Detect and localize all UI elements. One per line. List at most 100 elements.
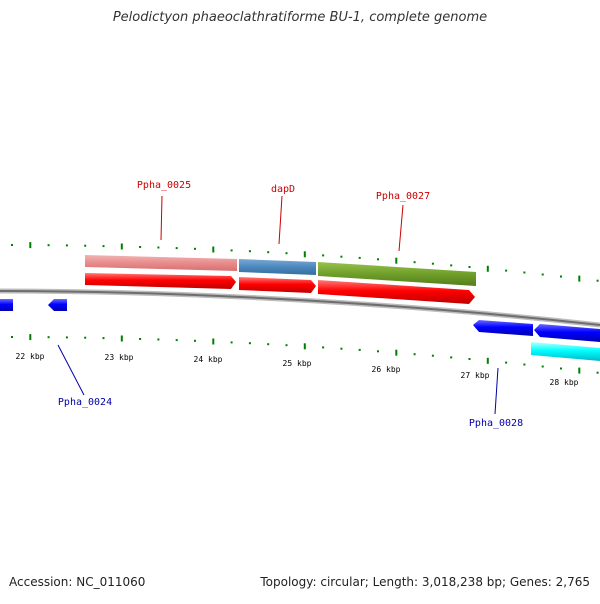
major-tick — [578, 367, 581, 374]
major-tick — [303, 251, 306, 258]
minor-tick — [175, 339, 178, 342]
gene-label-dapd[interactable]: dapD — [271, 184, 295, 195]
minor-tick — [560, 367, 562, 370]
gene-label-ppha-0028[interactable]: Ppha_0028 — [469, 418, 523, 429]
gene-label-ppha-0027[interactable]: Ppha_0027 — [376, 191, 430, 202]
major-tick — [29, 334, 32, 341]
gene-feature-ppha-0025[interactable] — [85, 255, 237, 271]
minor-tick — [431, 354, 434, 357]
gene-label-ppha-0024[interactable]: Ppha_0024 — [58, 397, 112, 408]
major-tick — [303, 343, 306, 350]
minor-tick — [47, 244, 50, 247]
reverse-cds-arrow[interactable] — [48, 299, 67, 311]
minor-tick — [340, 255, 343, 258]
minor-tick — [11, 244, 13, 246]
minor-tick — [194, 339, 196, 342]
minor-tick — [47, 336, 50, 339]
gene-feature-dapd[interactable] — [239, 259, 316, 275]
minor-tick — [340, 347, 343, 350]
scale-label: 28 kbp — [550, 378, 579, 387]
minor-tick — [377, 258, 379, 261]
minor-tick — [450, 264, 453, 267]
major-tick — [29, 242, 32, 249]
minor-tick — [505, 269, 508, 272]
minor-tick — [230, 341, 233, 344]
gene-label-leader — [57, 344, 85, 396]
minor-tick — [413, 261, 416, 264]
minor-tick — [596, 279, 599, 282]
major-tick — [212, 246, 215, 253]
major-tick — [395, 349, 398, 356]
minor-tick — [139, 338, 142, 340]
scale-label: 25 kbp — [283, 359, 312, 368]
minor-tick — [102, 337, 105, 340]
minor-tick — [413, 353, 416, 356]
minor-tick — [285, 344, 288, 347]
minor-tick — [102, 245, 105, 248]
scale-label: 24 kbp — [194, 355, 223, 364]
reverse-cds-arrow[interactable] — [534, 324, 600, 342]
minor-tick — [523, 363, 526, 366]
minor-tick — [322, 254, 325, 257]
major-tick — [395, 257, 398, 264]
minor-tick — [157, 246, 160, 249]
major-tick — [120, 243, 123, 250]
minor-tick — [267, 343, 270, 346]
minor-tick — [285, 252, 288, 255]
minor-tick — [431, 262, 434, 265]
genome-backbone-core — [0, 290, 600, 326]
minor-tick — [560, 275, 562, 278]
map-title: Pelodictyon phaeoclathratiforme BU-1, co… — [112, 10, 488, 25]
genome-summary-label: Topology: circular; Length: 3,018,238 bp… — [260, 575, 590, 589]
major-tick — [486, 357, 489, 364]
minor-tick — [84, 244, 87, 247]
minor-tick — [194, 247, 196, 250]
minor-tick — [523, 271, 526, 274]
minor-tick — [11, 336, 13, 338]
reverse-cds-arrow[interactable] — [0, 299, 13, 311]
minor-tick — [358, 348, 361, 351]
major-tick — [120, 335, 123, 342]
minor-tick — [596, 371, 599, 374]
gene-label-leader — [494, 367, 499, 415]
reverse-cds-arrow[interactable] — [473, 320, 533, 336]
major-tick — [578, 275, 581, 282]
minor-tick — [377, 350, 379, 353]
minor-tick — [175, 247, 178, 250]
scale-label: 22 kbp — [16, 352, 45, 361]
minor-tick — [468, 266, 471, 268]
forward-cds-arrow[interactable] — [85, 273, 236, 289]
scale-label: 23 kbp — [105, 353, 134, 362]
accession-label: Accession: NC_011060 — [9, 575, 146, 589]
reverse-other-feature[interactable] — [531, 342, 600, 361]
minor-tick — [322, 346, 325, 349]
major-tick — [212, 338, 215, 345]
minor-tick — [267, 251, 270, 254]
major-tick — [486, 265, 489, 272]
gene-feature-ppha-0027[interactable] — [318, 262, 476, 286]
scale-label: 26 kbp — [372, 365, 401, 374]
gene-label-leader — [160, 195, 163, 241]
tick-marks — [11, 242, 599, 374]
gene-label-leader — [278, 195, 283, 245]
minor-tick — [230, 249, 233, 252]
minor-tick — [157, 338, 160, 341]
minor-tick — [139, 246, 142, 248]
gene-label-leader — [398, 204, 404, 252]
scale-label: 27 kbp — [461, 371, 490, 380]
minor-tick — [541, 273, 544, 276]
genome-backbone — [0, 288, 600, 328]
minor-tick — [505, 361, 508, 364]
minor-tick — [358, 256, 361, 259]
gene-label-ppha-0025[interactable]: Ppha_0025 — [137, 180, 191, 191]
minor-tick — [248, 342, 251, 345]
forward-cds-arrow[interactable] — [318, 280, 475, 304]
minor-tick — [468, 358, 471, 360]
minor-tick — [248, 250, 251, 253]
forward-cds-arrow[interactable] — [239, 277, 316, 293]
minor-tick — [84, 336, 87, 339]
minor-tick — [450, 356, 453, 359]
minor-tick — [65, 336, 68, 339]
